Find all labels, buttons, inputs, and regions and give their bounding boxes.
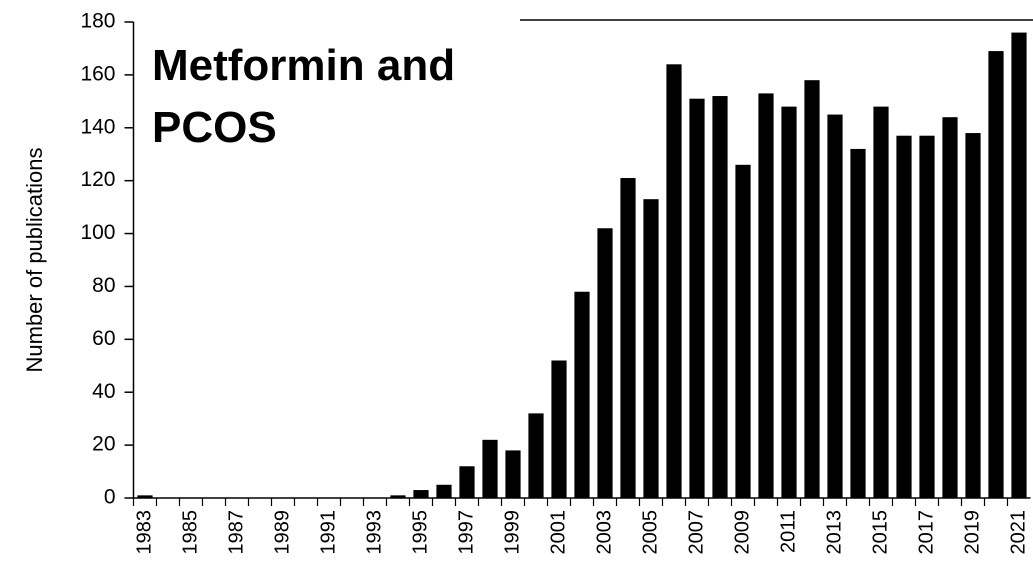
y-tick-label: 140 bbox=[80, 115, 115, 138]
bar bbox=[965, 133, 981, 499]
y-tick-label: 100 bbox=[80, 221, 115, 244]
x-tick-label: 2017 bbox=[915, 510, 937, 555]
x-tick-label: 2021 bbox=[1007, 510, 1029, 555]
y-tick-label: 160 bbox=[80, 62, 115, 85]
x-tick-label: 1997 bbox=[455, 510, 477, 555]
x-tick-label: 2013 bbox=[823, 510, 845, 555]
title-line: Metformin and bbox=[152, 41, 455, 90]
title-line: PCOS bbox=[152, 103, 277, 152]
bar bbox=[390, 495, 406, 498]
x-tick-label: 2003 bbox=[593, 510, 615, 555]
bar bbox=[942, 117, 958, 498]
y-tick-label: 40 bbox=[92, 380, 115, 403]
bar bbox=[459, 466, 475, 498]
bar bbox=[804, 80, 820, 498]
bar bbox=[666, 64, 682, 499]
bar bbox=[712, 96, 728, 499]
x-tick-label: 1989 bbox=[271, 510, 293, 555]
bar bbox=[528, 413, 544, 498]
bar bbox=[413, 490, 429, 498]
bar bbox=[850, 148, 866, 498]
x-tick-label: 2009 bbox=[731, 510, 753, 555]
bar bbox=[781, 106, 797, 498]
bar bbox=[758, 93, 774, 499]
x-tick-label: 2011 bbox=[777, 510, 799, 553]
bar bbox=[505, 450, 521, 498]
x-tick-label: 1995 bbox=[409, 510, 431, 555]
x-tick-label: 1991 bbox=[317, 510, 339, 555]
y-tick-label: 120 bbox=[80, 168, 115, 191]
bar bbox=[689, 98, 705, 498]
bar bbox=[643, 199, 659, 498]
y-tick-label: 0 bbox=[104, 486, 116, 509]
bar bbox=[919, 135, 935, 498]
x-tick-label: 1983 bbox=[133, 510, 155, 555]
bar bbox=[873, 106, 889, 498]
bar bbox=[574, 291, 590, 498]
bar bbox=[827, 114, 843, 499]
bar bbox=[988, 51, 1004, 498]
bar bbox=[620, 178, 636, 498]
y-tick-label: 20 bbox=[92, 433, 115, 456]
x-tick-label: 2019 bbox=[961, 510, 983, 555]
bar bbox=[436, 484, 452, 498]
bar bbox=[551, 360, 567, 498]
bar bbox=[896, 135, 912, 498]
x-tick-label: 2005 bbox=[639, 510, 661, 555]
bar bbox=[735, 164, 751, 499]
bar bbox=[482, 439, 498, 498]
bar bbox=[137, 495, 153, 498]
x-tick-label: 1993 bbox=[363, 510, 385, 555]
y-axis-label: Number of publications bbox=[22, 147, 47, 372]
x-tick-label: 1985 bbox=[179, 510, 201, 555]
x-tick-label: 1987 bbox=[225, 510, 247, 555]
bar bbox=[1011, 32, 1027, 498]
y-tick-label: 80 bbox=[92, 274, 115, 297]
y-tick-label: 180 bbox=[80, 10, 115, 33]
x-tick-label: 2001 bbox=[547, 510, 569, 555]
x-tick-label: 1999 bbox=[501, 510, 523, 555]
x-tick-label: 2007 bbox=[685, 510, 707, 555]
x-tick-label: 2015 bbox=[869, 510, 891, 555]
bar bbox=[597, 228, 613, 498]
y-tick-label: 60 bbox=[92, 327, 115, 350]
